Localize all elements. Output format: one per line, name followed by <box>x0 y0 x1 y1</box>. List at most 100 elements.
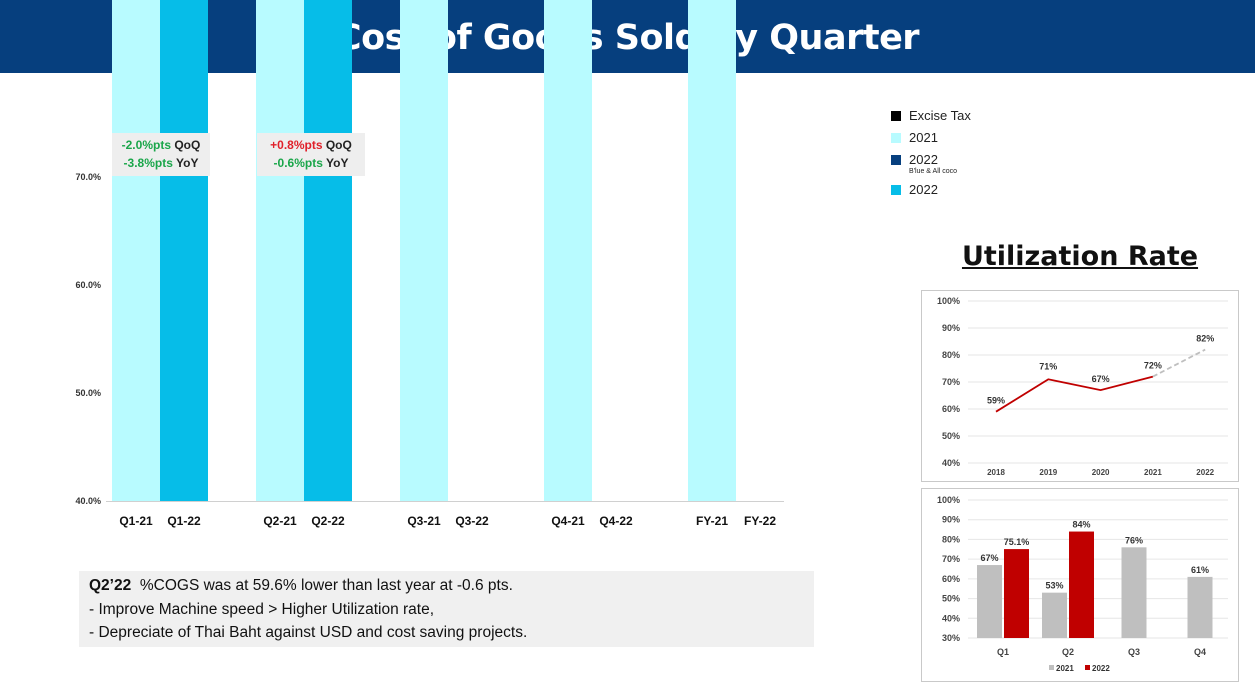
x-tick-label: 2020 <box>1092 468 1110 477</box>
bar-segment-base <box>400 0 448 501</box>
q1-change-box: -2.0%pts QoQ -3.8%pts YoY <box>112 133 210 176</box>
bar-2022 <box>1004 549 1029 638</box>
bar-segment-base <box>160 0 208 502</box>
x-tick-label: Q3 <box>1128 647 1140 657</box>
data-label: 82% <box>1196 334 1214 344</box>
q2-qoq-value: +0.8%pts <box>270 138 323 152</box>
y-tick-label: 80% <box>942 350 960 360</box>
x-tick-label: Q1-21 <box>119 514 153 528</box>
x-tick-label: Q3-22 <box>455 514 489 528</box>
q1-yoy-label: YoY <box>176 156 199 170</box>
q2-qoq-label: QoQ <box>325 138 352 152</box>
y-tick-label: 50% <box>942 594 960 604</box>
legend-label-2021: 2021 <box>1056 664 1074 673</box>
bar-2021 <box>1121 547 1147 638</box>
x-tick-label: Q1-22 <box>167 514 201 528</box>
commentary-text-1: %COGS was at 59.6% lower than last year … <box>139 577 513 594</box>
commentary-line-1: Q2’22 %COGS was at 59.6% lower than last… <box>89 577 513 595</box>
data-label: 84% <box>1072 520 1090 530</box>
data-label: 75.1% <box>1004 537 1030 547</box>
utilization-actual-line <box>995 375 1154 413</box>
x-tick-label: Q4-22 <box>599 514 633 528</box>
y-tick-label: 60% <box>942 404 960 414</box>
legend-label-2022-blue-coco: 2022 <box>909 152 938 167</box>
data-label: 71% <box>1039 361 1057 371</box>
commentary-line-2: - Improve Machine speed > Higher Utiliza… <box>89 601 435 618</box>
legend-label-2021: 2021 <box>909 130 938 145</box>
utilization-line-panel: 40% 50% 60% 70% 80% 90% 100% 2018 2019 2020 2021 20… <box>921 290 1239 482</box>
x-tick-label: Q3-21 <box>407 514 441 528</box>
data-label: 61% <box>1191 565 1209 575</box>
utilization-forecast-line <box>1152 348 1206 378</box>
y-tick-label: 40% <box>942 458 960 468</box>
x-tick-label: 2022 <box>1196 468 1214 477</box>
data-label: 53% <box>1045 581 1063 591</box>
x-tick-label: 2018 <box>987 468 1005 477</box>
q1-yoy-value: -3.8%pts <box>123 156 173 170</box>
bar-segment-base <box>688 0 736 501</box>
data-label: 67% <box>980 553 998 563</box>
legend-swatch-2022-blue-coco <box>891 155 901 165</box>
y-tick-label: 40.0% <box>75 496 101 506</box>
legend-label-2022: 2022 <box>1092 664 1110 673</box>
x-tick-label: FY-22 <box>744 514 776 528</box>
data-label: 59% <box>987 396 1005 406</box>
y-tick-label: 100% <box>937 296 960 306</box>
x-tick-label: Q2-22 <box>311 514 345 528</box>
data-label: 67% <box>1092 374 1110 384</box>
x-tick-label: Q1 <box>997 647 1009 657</box>
y-tick-label: 60.0% <box>75 280 101 290</box>
legend-swatch-2021 <box>891 133 901 143</box>
y-tick-label: 80% <box>942 534 960 544</box>
y-tick-label: 40% <box>942 613 960 623</box>
utilization-title: Utilization Rate <box>961 241 1199 272</box>
bar-segment-base <box>544 0 592 501</box>
q2-yoy-label: YoY <box>326 156 349 170</box>
q1-qoq-label: QoQ <box>174 138 201 152</box>
y-tick-label: 50.0% <box>75 388 101 398</box>
legend-swatch-2022 <box>1085 665 1090 670</box>
bar-2022 <box>1069 531 1094 638</box>
q1-qoq-value: -2.0%pts <box>121 138 171 152</box>
bar-2021 <box>977 565 1002 638</box>
commentary-box: Q2’22 %COGS was at 59.6% lower than last… <box>79 571 814 647</box>
utilization-bar-panel: 30% 40% 50% 60% 70% 80% 90% 100% Q1 Q2 Q3 Q4 67% 53% 7… <box>921 488 1239 682</box>
x-tick-label: 2021 <box>1144 468 1162 477</box>
y-tick-label: 60% <box>942 574 960 584</box>
x-tick-label: Q4 <box>1194 647 1206 657</box>
x-tick-label: Q4-21 <box>551 514 585 528</box>
commentary-lead: Q2’22 <box>89 577 132 594</box>
commentary-line-3: - Depreciate of Thai Baht against USD an… <box>89 624 528 641</box>
legend-sub-blue-coco: B'lue & All coco <box>909 168 958 175</box>
legend-label-excise: Excise Tax <box>909 108 971 123</box>
q2-change-box: +0.8%pts QoQ -0.6%pts YoY <box>257 133 365 176</box>
data-label: 72% <box>1144 361 1162 371</box>
legend-swatch-excise <box>891 111 901 121</box>
y-tick-label: 90% <box>942 515 960 525</box>
utilization-line-chart: 40% 50% 60% 70% 80% 90% 100% 2018 2019 2020 2021 20… <box>937 296 1228 477</box>
bar-segment-base <box>304 0 352 501</box>
y-tick-label: 30% <box>942 633 960 643</box>
y-tick-label: 90% <box>942 323 960 333</box>
bar-segment-base <box>256 0 304 502</box>
data-label: 76% <box>1125 535 1143 545</box>
y-tick-label: 70% <box>942 554 960 564</box>
bar-2021 <box>1042 592 1067 638</box>
x-tick-label: FY-21 <box>696 514 728 528</box>
y-tick-label: 100% <box>937 495 960 505</box>
q2-yoy-value: -0.6%pts <box>273 156 323 170</box>
cogs-stacked-bar-chart: 40.0% 50.0% 60.0% 70.0% Q1-21 Q1-22 Q2-21 Q2-22… <box>75 0 784 528</box>
bar-segment-base <box>112 0 160 501</box>
y-tick-label: 70.0% <box>75 172 101 182</box>
legend-swatch-2022 <box>891 185 901 195</box>
bar-2021 <box>1187 576 1213 638</box>
utilization-bar-chart: 30% 40% 50% 60% 70% 80% 90% 100% Q1 Q2 Q3 Q4 67% 53% 7… <box>937 495 1228 673</box>
x-tick-label: 2019 <box>1039 468 1057 477</box>
x-tick-label: Q2 <box>1062 647 1074 657</box>
y-tick-label: 70% <box>942 377 960 387</box>
legend-label-2022: 2022 <box>909 182 938 197</box>
y-tick-label: 50% <box>942 431 960 441</box>
x-tick-label: Q2-21 <box>263 514 297 528</box>
header-banner: Cost of Goods Sold by Quarter <box>0 0 1255 73</box>
legend-swatch-2021 <box>1049 665 1054 670</box>
